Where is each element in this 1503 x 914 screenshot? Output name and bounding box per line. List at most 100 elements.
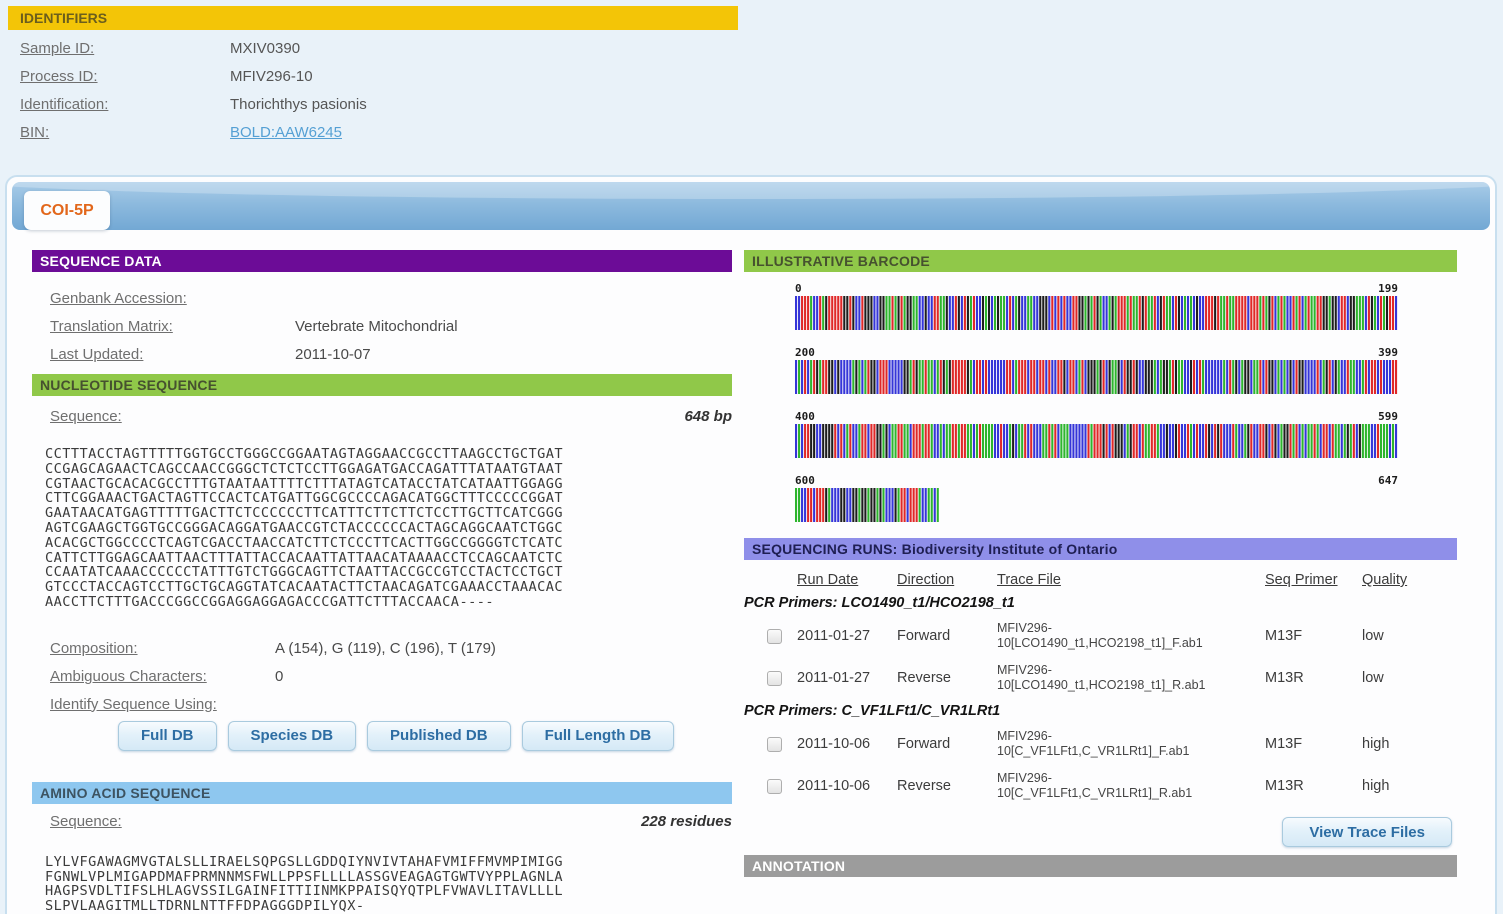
barcode-stripes [795,360,1398,394]
field-label: Last Updated: [50,345,144,363]
identify-db-button[interactable]: Published DB [367,720,511,751]
barcode-row: 200 399 [795,346,1457,394]
trace-file-checkbox[interactable] [767,778,782,794]
seq-primer: M13F [1265,628,1303,644]
column-header-quality: Quality [1362,572,1457,588]
barcode-start-label: 400 [795,410,815,423]
seq-primer: M13R [1265,670,1304,686]
identifier-label: BIN: [20,123,50,141]
field-label: Genbank Accession: [50,289,187,307]
pcr-primers-label: PCR Primers: LCO1490_t1/HCO2198_t1 [744,595,1015,611]
column-header-run-date: Run Date [797,572,897,588]
run-quality: high [1362,778,1390,794]
identifier-label: Identification: [20,95,109,113]
trace-file-line2: 10[C_VF1LFt1,C_VR1LRt1]_R.ab1 [997,786,1193,800]
column-header-link[interactable]: Seq Primer [1265,572,1338,588]
bin-link[interactable]: BOLD:AAW6245 [230,123,342,141]
seq-primer: M13R [1265,778,1304,794]
barcode-row: 600 647 [795,474,1457,522]
column-header-trace-file: Trace File [997,572,1265,588]
sequencing-runs-column-headers: Run Date Direction Trace File Seq Primer Qua… [744,569,1457,591]
nucleotide-length: 648 bp [684,407,732,425]
trace-file-line2: 10[LCO1490_t1,HCO2198_t1]_R.ab1 [997,678,1206,692]
illustrative-barcode-header: ILLUSTRATIVE BARCODE [744,250,1457,272]
trace-file-name: MFIV296- 10[C_VF1LFt1,C_VR1LRt1]_R.ab1 [997,771,1265,801]
sequence-data-row: Genbank Accession: [32,284,732,312]
identifier-value: MFIV296-10 [230,67,313,85]
barcode-end-label: 199 [1378,282,1398,295]
run-date: 2011-10-06 [797,736,871,752]
nucleotide-sequence-label: Sequence: [50,407,122,425]
barcode-row-labels: 600 647 [795,474,1398,488]
trace-file-line1: MFIV296- [997,621,1052,635]
run-date: 2011-01-27 [797,628,871,644]
marker-panel: COI-5P SEQUENCE DATA Genbank Accession: T… [5,175,1497,914]
barcode-row-labels: 200 399 [795,346,1398,360]
identifiers-section: IDENTIFIERS Sample ID: MXIV0390 Process ID… [8,6,738,146]
run-date: 2011-01-27 [797,670,871,686]
run-quality: low [1362,670,1384,686]
column-header-link[interactable]: Direction [897,572,955,588]
identifiers-header: IDENTIFIERS [8,6,738,30]
trace-file-name: MFIV296- 10[C_VF1LFt1,C_VR1LRt1]_F.ab1 [997,729,1265,759]
identifier-row: BIN: BOLD:AAW6245 [20,118,738,146]
seq-primer: M13F [1265,736,1303,752]
composition-label: Composition: [50,640,138,658]
run-direction: Forward [897,736,951,752]
identifier-row: Process ID: MFIV296-10 [20,62,738,90]
sequencing-run-row: 2011-10-06 Reverse MFIV296- 10[C_VF1LFt1,C_… [744,765,1457,807]
ambiguous-characters-label: Ambiguous Characters: [50,668,207,686]
tab-coi-5p[interactable]: COI-5P [24,191,110,230]
nucleotide-sequence-text: CCTTTACCTAGTTTTTGGTGCCTGGGCCGGAATAGTAGGA… [45,446,564,610]
barcode-end-label: 647 [1378,474,1398,487]
sequence-data-header: SEQUENCE DATA [32,250,732,272]
checkbox-cell [744,778,797,794]
sequencing-run-row: 2011-01-27 Forward MFIV296- 10[LCO1490_t1,H… [744,615,1457,657]
run-quality: low [1362,628,1384,644]
identifier-label: Sample ID: [20,39,95,57]
marker-tab-bar [12,182,1490,230]
run-quality: high [1362,736,1390,752]
barcode-start-label: 0 [795,282,802,295]
run-date: 2011-10-06 [797,778,871,794]
identify-db-button[interactable]: Full Length DB [521,720,675,751]
view-trace-files-button[interactable]: View Trace Files [1282,817,1452,847]
barcode-image: 0 199 200 399 400 599 600 647 [744,282,1457,522]
column-header-link[interactable]: Quality [1362,572,1408,588]
barcode-end-label: 599 [1378,410,1398,423]
annotation-header: ANNOTATION [744,855,1457,877]
sequencing-runs-header: SEQUENCING RUNS: Biodiversity Institute … [744,538,1457,560]
trace-file-checkbox[interactable] [767,628,782,644]
run-direction: Forward [897,628,951,644]
column-header-link[interactable]: Run Date [797,572,859,588]
identifier-value: Thorichthys pasionis [230,95,367,113]
barcode-column: ILLUSTRATIVE BARCODE 0 199 200 399 400 599 600… [744,250,1457,877]
identifier-value: MXIV0390 [230,39,301,57]
identifier-row: Sample ID: MXIV0390 [20,34,738,62]
column-header-link[interactable]: Trace File [997,572,1061,588]
identifiers-rows: Sample ID: MXIV0390 Process ID: MFIV296-10 I… [8,30,738,146]
column-header-seq-primer: Seq Primer [1265,572,1362,588]
identify-db-button[interactable]: Full DB [118,720,217,751]
column-header-direction: Direction [897,572,997,588]
identifier-row: Identification: Thorichthys pasionis [20,90,738,118]
identify-buttons-row: Full DB Species DB Published DB Full Length… [118,720,732,751]
trace-file-name: MFIV296- 10[LCO1490_t1,HCO2198_t1]_F.ab1 [997,621,1265,651]
checkbox-cell [744,736,797,752]
field-value: 2011-10-07 [295,345,371,363]
amino-acid-sequence-text: LYLVFGAWAGMVGTALSLLIRAELSQPGSLLGDDQIYNVI… [45,853,564,914]
barcode-end-label: 399 [1378,346,1398,359]
barcode-row: 400 599 [795,410,1457,458]
sequencing-run-row: 2011-10-06 Forward MFIV296- 10[C_VF1LFt1,C_… [744,723,1457,765]
field-label: Translation Matrix: [50,317,173,335]
identify-db-button[interactable]: Species DB [227,720,357,751]
trace-file-checkbox[interactable] [767,670,782,686]
trace-file-checkbox[interactable] [767,736,782,752]
barcode-stripes [795,488,939,522]
identify-sequence-label: Identify Sequence Using: [50,695,217,713]
amino-acid-sequence-header: AMINO ACID SEQUENCE [32,781,732,804]
sequence-data-rows: Genbank Accession: Translation Matrix: Ver… [32,284,732,368]
amino-acid-length: 228 residues [641,813,732,831]
field-value: Vertebrate Mitochondrial [295,317,458,335]
checkbox-cell [744,670,797,686]
